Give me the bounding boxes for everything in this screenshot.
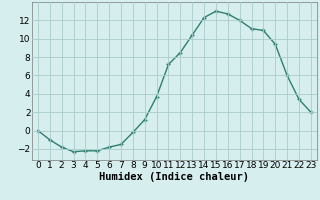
X-axis label: Humidex (Indice chaleur): Humidex (Indice chaleur)	[100, 172, 249, 182]
